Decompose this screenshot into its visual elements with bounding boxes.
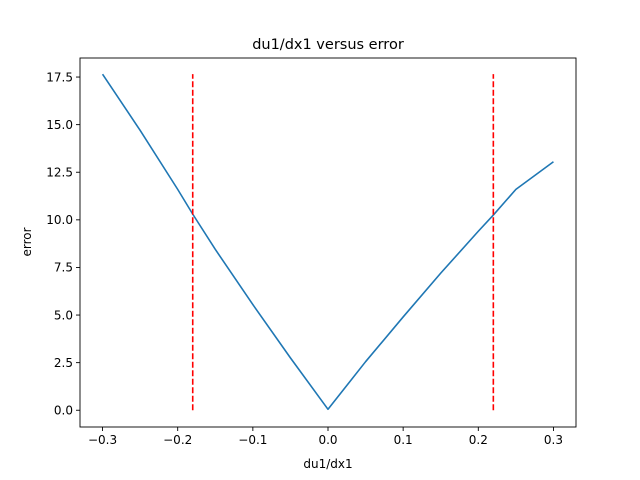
chart-title: du1/dx1 versus error xyxy=(252,37,404,53)
series-line-0 xyxy=(101,73,554,411)
x-axis: −0.3 −0.2 −0.1 0.0 0.1 0.2 0.3 xyxy=(88,427,563,447)
y-tick-label: 2.5 xyxy=(54,356,73,370)
x-tick-label: 0.3 xyxy=(544,433,563,447)
x-tick-label: 0.2 xyxy=(469,433,488,447)
y-tick-label: 5.0 xyxy=(54,308,73,322)
y-tick-label: 7.5 xyxy=(54,261,73,275)
x-tick-label: −0.3 xyxy=(88,433,117,447)
y-axis: 0.0 2.5 5.0 7.5 10.0 12.5 15.0 17.5 xyxy=(46,70,80,418)
x-tick-label: −0.1 xyxy=(238,433,267,447)
x-tick-label: −0.2 xyxy=(163,433,192,447)
y-tick-label: 17.5 xyxy=(46,70,73,84)
plot-area xyxy=(101,73,554,411)
y-tick-label: 12.5 xyxy=(46,166,73,180)
y-tick-label: 15.0 xyxy=(46,118,73,132)
y-axis-label: error xyxy=(20,227,34,256)
y-tick-label: 10.0 xyxy=(46,213,73,227)
y-tick-label: 0.0 xyxy=(54,404,73,418)
x-tick-label: 0.0 xyxy=(318,433,337,447)
x-axis-label: du1/dx1 xyxy=(303,457,352,471)
x-tick-label: 0.1 xyxy=(394,433,413,447)
